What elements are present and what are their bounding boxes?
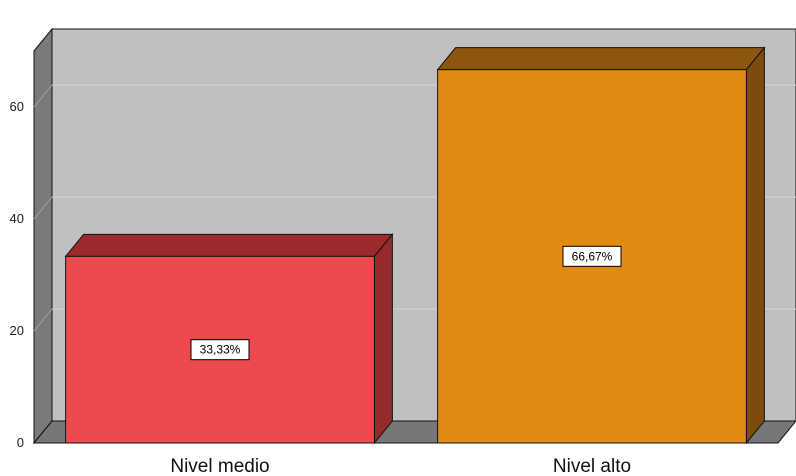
data-label: 66,67% [572,249,613,263]
bar-side [373,232,393,445]
x-axis: Nivel medio Nivel alto [170,456,631,476]
data-label: 33,33% [200,343,241,357]
bar: 66,67% [436,46,766,445]
gridline-left [33,196,53,220]
bar: 33,33% [64,232,394,445]
bars: 33,33% 66,67% [64,46,766,445]
y-tick-label: 40 [10,211,24,226]
bar-top [436,47,766,71]
data-label-box [190,339,250,361]
category-label: Nivel medio [170,456,269,476]
y-tick-label: 20 [10,323,24,338]
left-wall [33,27,53,445]
y-axis: 0 20 40 60 [10,99,24,450]
gridline-left [33,84,53,108]
bar-top [64,233,394,257]
gridline-left [33,308,53,332]
category-label: Nivel alto [553,456,631,476]
y-tick-label: 0 [17,435,24,450]
y-tick-label: 60 [10,99,24,114]
bar-side [745,46,765,445]
data-label-box [562,245,622,267]
